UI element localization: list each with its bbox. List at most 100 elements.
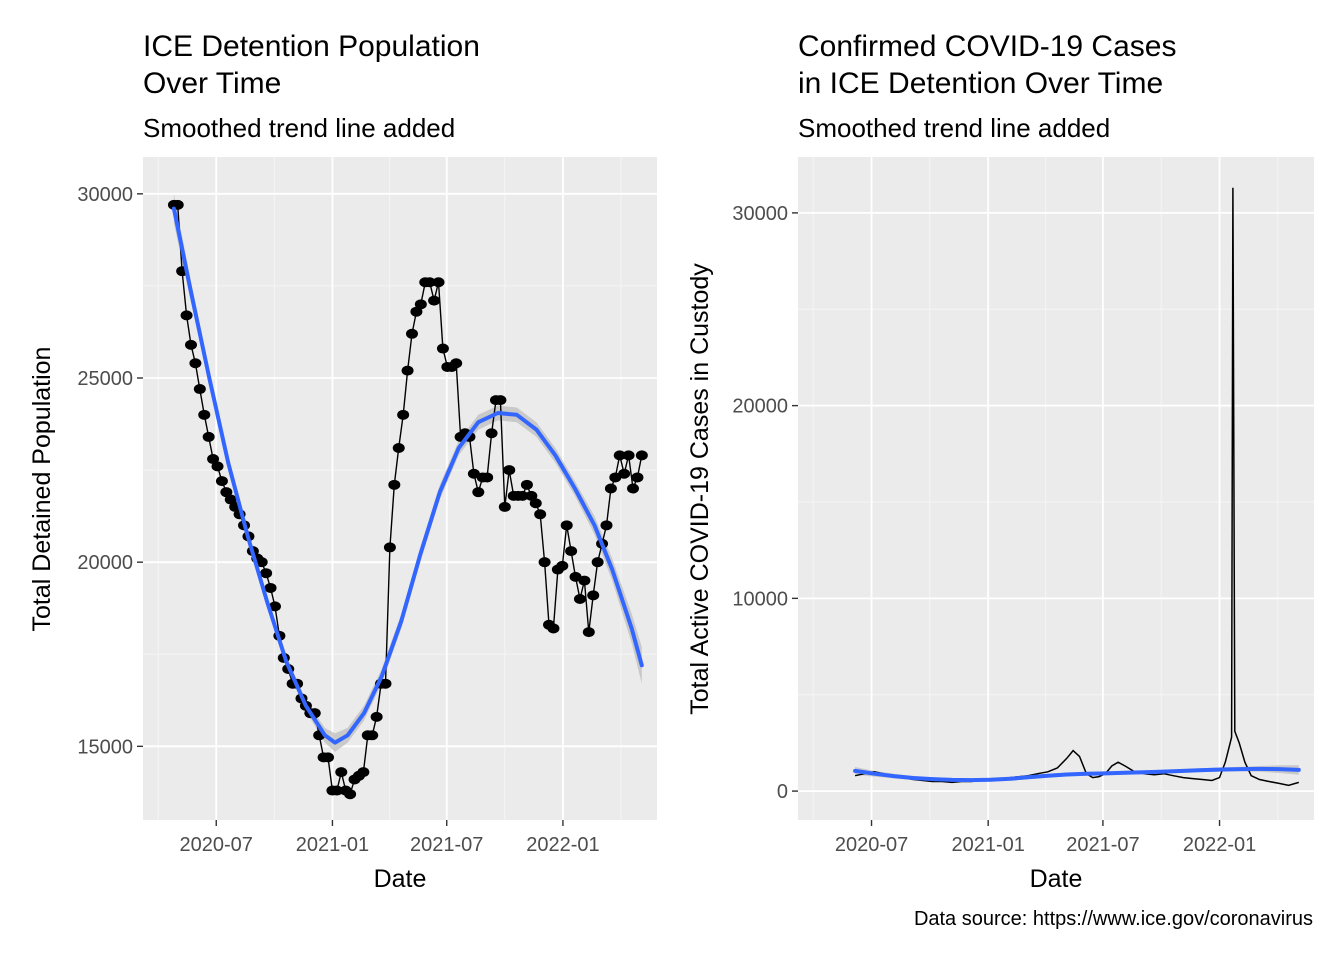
data-point [485,428,498,439]
data-point [525,490,538,501]
data-point [529,498,542,509]
detention-population-chart: ICE Detention Population Over Time Smoot… [28,30,657,893]
data-point [578,575,591,586]
y-tick-label: 10000 [732,588,788,610]
data-point [224,494,237,505]
data-point [405,328,418,339]
data-point [547,623,560,634]
data-point [198,409,211,420]
data-point [587,590,600,601]
data-point [498,501,511,512]
plot-panel [798,157,1314,820]
data-point [383,542,396,553]
data-point [428,295,441,306]
y-tick-label: 20000 [732,396,788,418]
data-point [565,546,578,557]
x-axis-title: Date [1030,865,1083,893]
data-point [622,450,635,461]
y-tick-label: 20000 [77,552,133,574]
y-axis-title: Total Active COVID-19 Cases in Custody [686,263,714,715]
chart-title-line-2: in ICE Detention Over Time [798,67,1163,100]
data-point [366,730,379,741]
x-tick-label: 2022-01 [526,834,599,856]
data-point [503,465,516,476]
data-point [344,789,357,800]
x-tick-label: 2021-07 [1066,834,1139,856]
data-point [357,767,370,778]
data-point [260,568,273,579]
data-point [569,571,582,582]
x-tick-label: 2021-01 [296,834,369,856]
x-axis: 2020-07 2021-01 2021-07 2022-01 [835,820,1256,856]
data-point [184,339,197,350]
data-point [635,450,648,461]
chart-title-line-2: Over Time [143,67,281,100]
covid-cases-chart: Confirmed COVID-19 Cases in ICE Detentio… [686,30,1314,893]
data-point [609,472,622,483]
data-point [392,442,405,453]
data-point [330,785,343,796]
data-point [264,582,277,593]
trend-line [853,766,1301,783]
data-point [516,490,529,501]
cases-line [854,187,1300,787]
data-point [215,476,228,487]
data-point [193,384,206,395]
data-point [268,601,281,612]
x-tick-label: 2021-07 [410,834,483,856]
data-point [472,487,485,498]
grid-lines [798,157,1314,820]
data-point [600,520,613,531]
x-tick-label: 2020-07 [835,834,908,856]
data-point [520,479,533,490]
data-source-caption: Data source: https://www.ice.gov/coronav… [914,908,1313,930]
y-axis: 0 10000 20000 30000 [732,203,798,803]
data-point [436,343,449,354]
data-point [481,472,494,483]
data-point [414,299,427,310]
data-point [582,627,595,638]
trend-line [171,206,644,745]
x-tick-label: 2020-07 [180,834,253,856]
data-point [534,509,547,520]
smoothed-trend-line [853,766,1301,783]
data-point [202,431,215,442]
data-point [450,358,463,369]
data-point [494,395,507,406]
data-series [854,187,1300,787]
y-axis-title: Total Detained Population [28,347,56,632]
data-point [410,306,423,317]
data-point [397,409,410,420]
data-point [560,520,573,531]
data-point [618,468,631,479]
data-point [370,711,383,722]
chart-title-line-1: ICE Detention Population [143,30,480,63]
x-axis: 2020-07 2021-01 2021-07 2022-01 [180,820,600,856]
grid-lines [143,157,657,820]
y-axis: 15000 20000 25000 30000 [77,184,143,758]
data-point [423,277,436,288]
x-axis-title: Date [374,865,427,893]
data-point [388,479,401,490]
y-tick-label: 0 [777,781,788,803]
data-point [189,358,202,369]
chart-subtitle: Smoothed trend line added [143,113,455,143]
data-point [432,277,445,288]
y-tick-label: 30000 [77,184,133,206]
x-tick-label: 2022-01 [1183,834,1256,856]
data-point [573,594,586,604]
data-point [379,678,392,689]
data-point [613,450,626,461]
x-tick-label: 2021-01 [951,834,1024,856]
data-point [207,454,220,465]
data-point [604,483,617,494]
y-tick-label: 30000 [732,203,788,225]
data-point [627,483,640,494]
chart-title-line-1: Confirmed COVID-19 Cases [798,30,1176,63]
data-point [556,560,569,571]
data-series [167,199,648,800]
y-tick-label: 15000 [77,736,133,758]
data-point [220,487,233,498]
